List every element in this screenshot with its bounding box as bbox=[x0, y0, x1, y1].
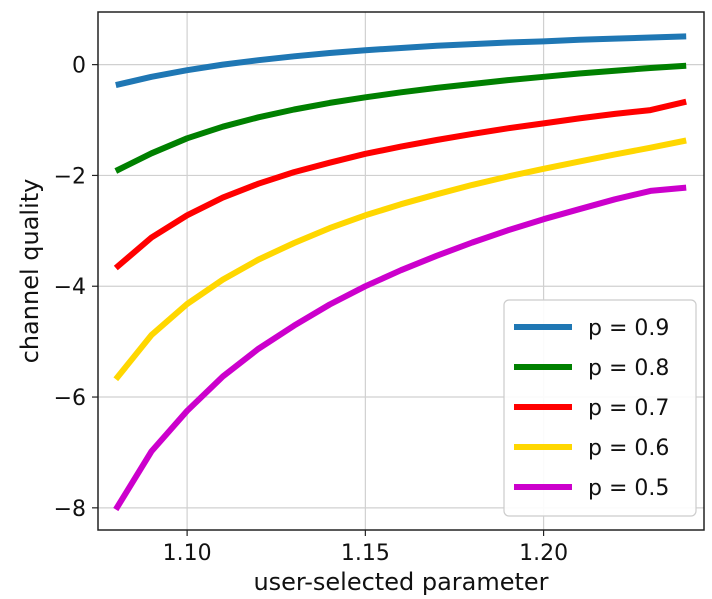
x-axis-label: user-selected parameter bbox=[253, 568, 548, 596]
legend-box bbox=[503, 299, 697, 517]
series-line bbox=[115, 33, 687, 89]
legend-label: p = 0.8 bbox=[588, 356, 669, 381]
series-line bbox=[113, 98, 687, 271]
y-axis-label: channel quality bbox=[16, 179, 44, 364]
axis-ticks: 1.10 1.15 1.20 0 −2 −4 −6 −8 bbox=[54, 54, 569, 566]
series-line bbox=[113, 137, 687, 382]
y-tick-label: −8 bbox=[54, 497, 86, 522]
x-tick-label: 1.20 bbox=[519, 541, 568, 566]
y-tick-label: −4 bbox=[54, 275, 86, 300]
x-tick-label: 1.15 bbox=[341, 541, 390, 566]
legend-label: p = 0.6 bbox=[588, 436, 669, 461]
legend-label: p = 0.5 bbox=[588, 476, 669, 501]
x-tick-label: 1.10 bbox=[163, 541, 212, 566]
legend: p = 0.9 p = 0.8 p = 0.7 p = 0.6 p = 0.5 bbox=[503, 299, 697, 517]
plot-frame bbox=[97, 11, 705, 531]
y-tick-label: −2 bbox=[54, 164, 86, 189]
y-tick-label: 0 bbox=[72, 54, 86, 79]
legend-label: p = 0.9 bbox=[588, 316, 669, 341]
y-tick-label: −6 bbox=[54, 386, 86, 411]
series-line bbox=[113, 184, 687, 512]
series-line bbox=[114, 62, 687, 174]
series-lines bbox=[113, 33, 687, 512]
legend-label: p = 0.7 bbox=[588, 396, 669, 421]
